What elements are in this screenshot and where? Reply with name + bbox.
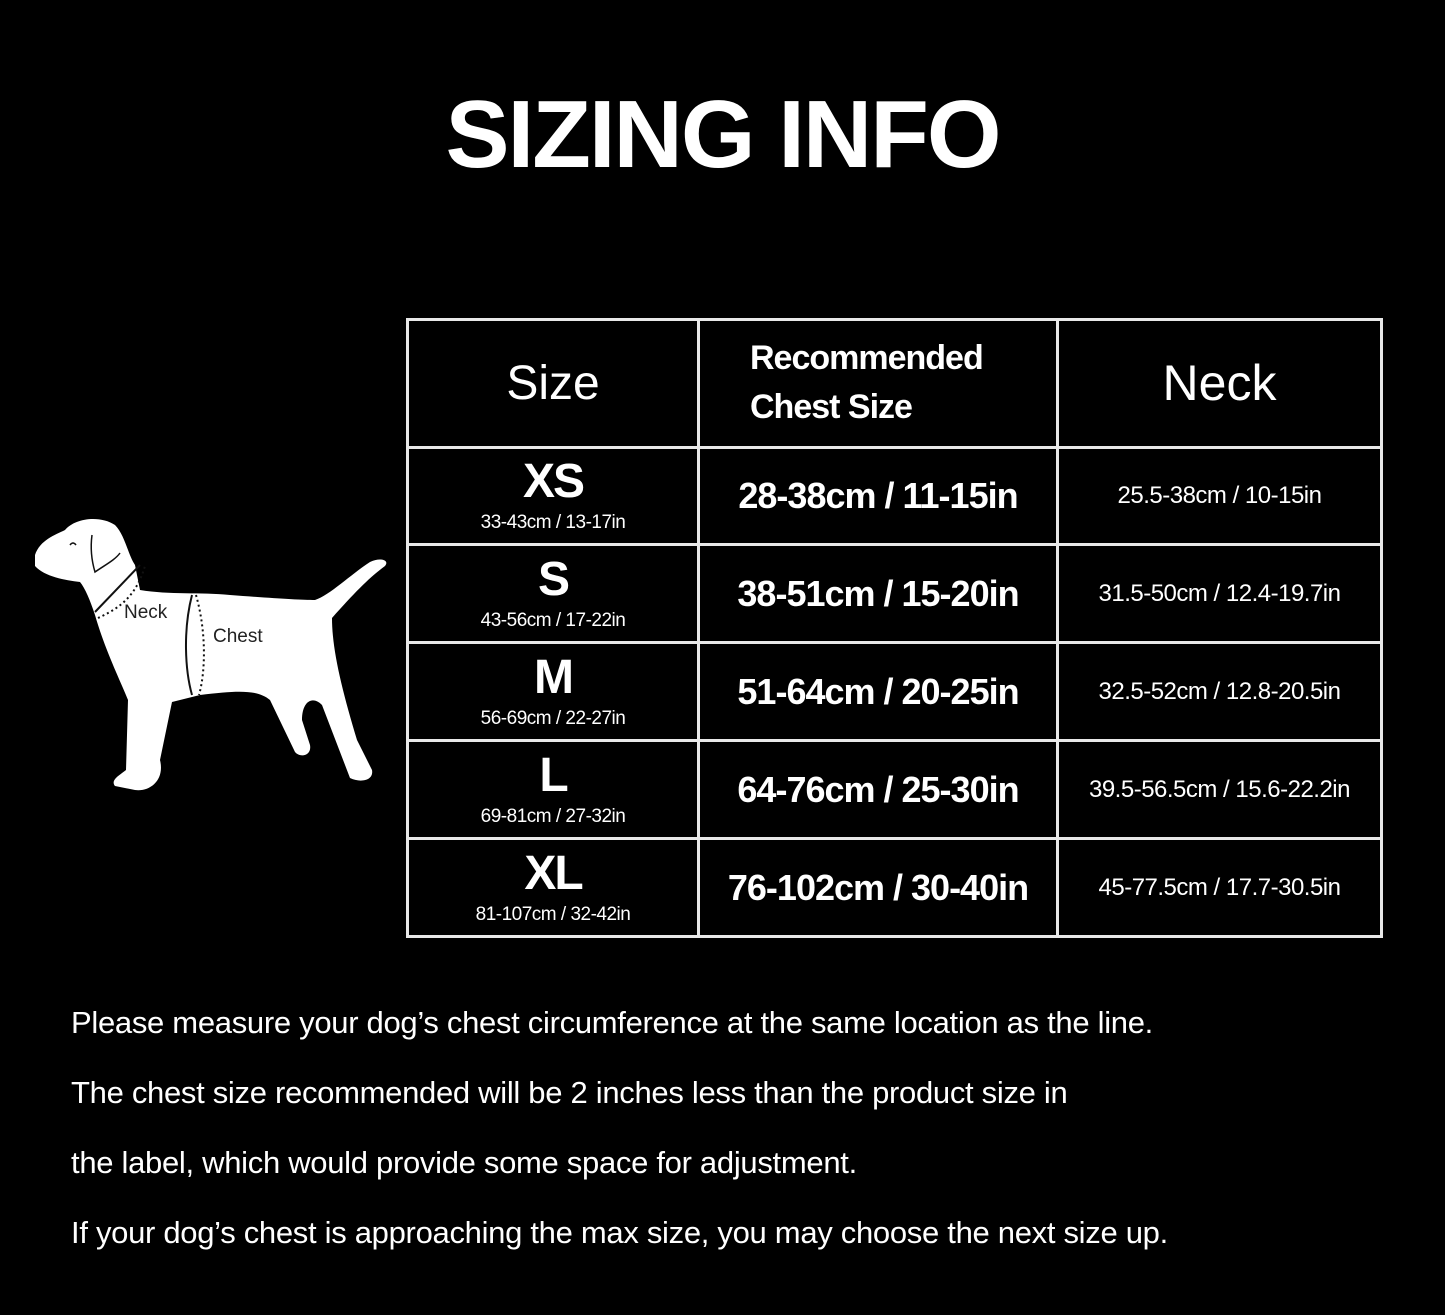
size-table: Size Recommended Chest Size Neck XS 33-43…: [406, 318, 1383, 938]
note-line: Please measure your dog’s chest circumfe…: [71, 1005, 1153, 1040]
size-label: XL: [524, 846, 583, 900]
header-chest-line2: Chest Size: [750, 388, 913, 427]
chest-dotted-line: [195, 594, 205, 696]
chest-size-cell: 28-38cm / 11-15in: [697, 445, 1059, 547]
neck-size-cell: 32.5-52cm / 12.8-20.5in: [1056, 641, 1383, 743]
neck-size-cell: 31.5-50cm / 12.4-19.7in: [1056, 543, 1383, 645]
product-size: 69-81cm / 27-32in: [480, 805, 626, 827]
neck-size-cell: 25.5-38cm / 10-15in: [1056, 445, 1383, 547]
size-label: L: [539, 748, 568, 802]
size-label: S: [537, 552, 570, 606]
size-label: M: [534, 650, 574, 704]
note-line: If your dog’s chest is approaching the m…: [71, 1215, 1168, 1250]
product-size: 56-69cm / 22-27in: [480, 707, 626, 729]
table-row: S 43-56cm / 17-22in 38-51cm / 15-20in 31.5-…: [406, 543, 1383, 645]
product-size: 81-107cm / 32-42in: [475, 903, 631, 925]
ear: [90, 534, 121, 574]
chest-size-cell: 64-76cm / 25-30in: [697, 739, 1059, 841]
dog-silhouette: [35, 518, 387, 791]
product-size: 33-43cm / 13-17in: [480, 512, 626, 534]
product-size: 43-56cm / 17-22in: [480, 609, 626, 631]
size-cell: XL 81-107cm / 32-42in: [406, 837, 700, 938]
size-cell: XS 33-43cm / 13-17in: [406, 445, 700, 547]
neck-label: Neck: [124, 602, 168, 623]
header-size: Size: [406, 318, 700, 449]
chest-size-cell: 76-102cm / 30-40in: [697, 837, 1059, 938]
chest-size-cell: 38-51cm / 15-20in: [697, 543, 1059, 645]
table-row: L 69-81cm / 27-32in 64-76cm / 25-30in 39.5-…: [406, 739, 1383, 841]
note-line: The chest size recommended will be 2 inc…: [71, 1075, 1068, 1110]
neck-dotted-line: [97, 565, 146, 619]
neck-size-cell: 39.5-56.5cm / 15.6-22.2in: [1056, 739, 1383, 841]
eye: [69, 542, 77, 546]
note-line: the label, which would provide some spac…: [71, 1145, 857, 1180]
chest-line: [184, 594, 193, 696]
chest-size-cell: 51-64cm / 20-25in: [697, 641, 1059, 743]
table-header-row: Size Recommended Chest Size Neck: [406, 318, 1383, 449]
table-row: XS 33-43cm / 13-17in 28-38cm / 11-15in 25.5…: [406, 445, 1383, 547]
neck-line: [94, 564, 141, 613]
header-chest: Recommended Chest Size: [697, 318, 1059, 449]
table-row: M 56-69cm / 22-27in 51-64cm / 20-25in 32.5-…: [406, 641, 1383, 743]
header-neck: Neck: [1056, 318, 1383, 449]
size-label: XS: [522, 455, 585, 509]
chest-label: Chest: [213, 626, 263, 647]
table-row: XL 81-107cm / 32-42in 76-102cm / 30-40in 45…: [406, 837, 1383, 938]
header-chest-line1: Recommended: [750, 339, 984, 377]
neck-size-cell: 45-77.5cm / 17.7-30.5in: [1056, 837, 1383, 938]
measurement-notes: Please measure your dog’s chest circumfe…: [71, 1000, 1168, 1280]
page-title: SIZING INFO: [445, 81, 1002, 188]
size-cell: M 56-69cm / 22-27in: [406, 641, 700, 743]
size-cell: L 69-81cm / 27-32in: [406, 739, 700, 841]
dog-illustration: [35, 518, 387, 791]
size-cell: S 43-56cm / 17-22in: [406, 543, 700, 645]
